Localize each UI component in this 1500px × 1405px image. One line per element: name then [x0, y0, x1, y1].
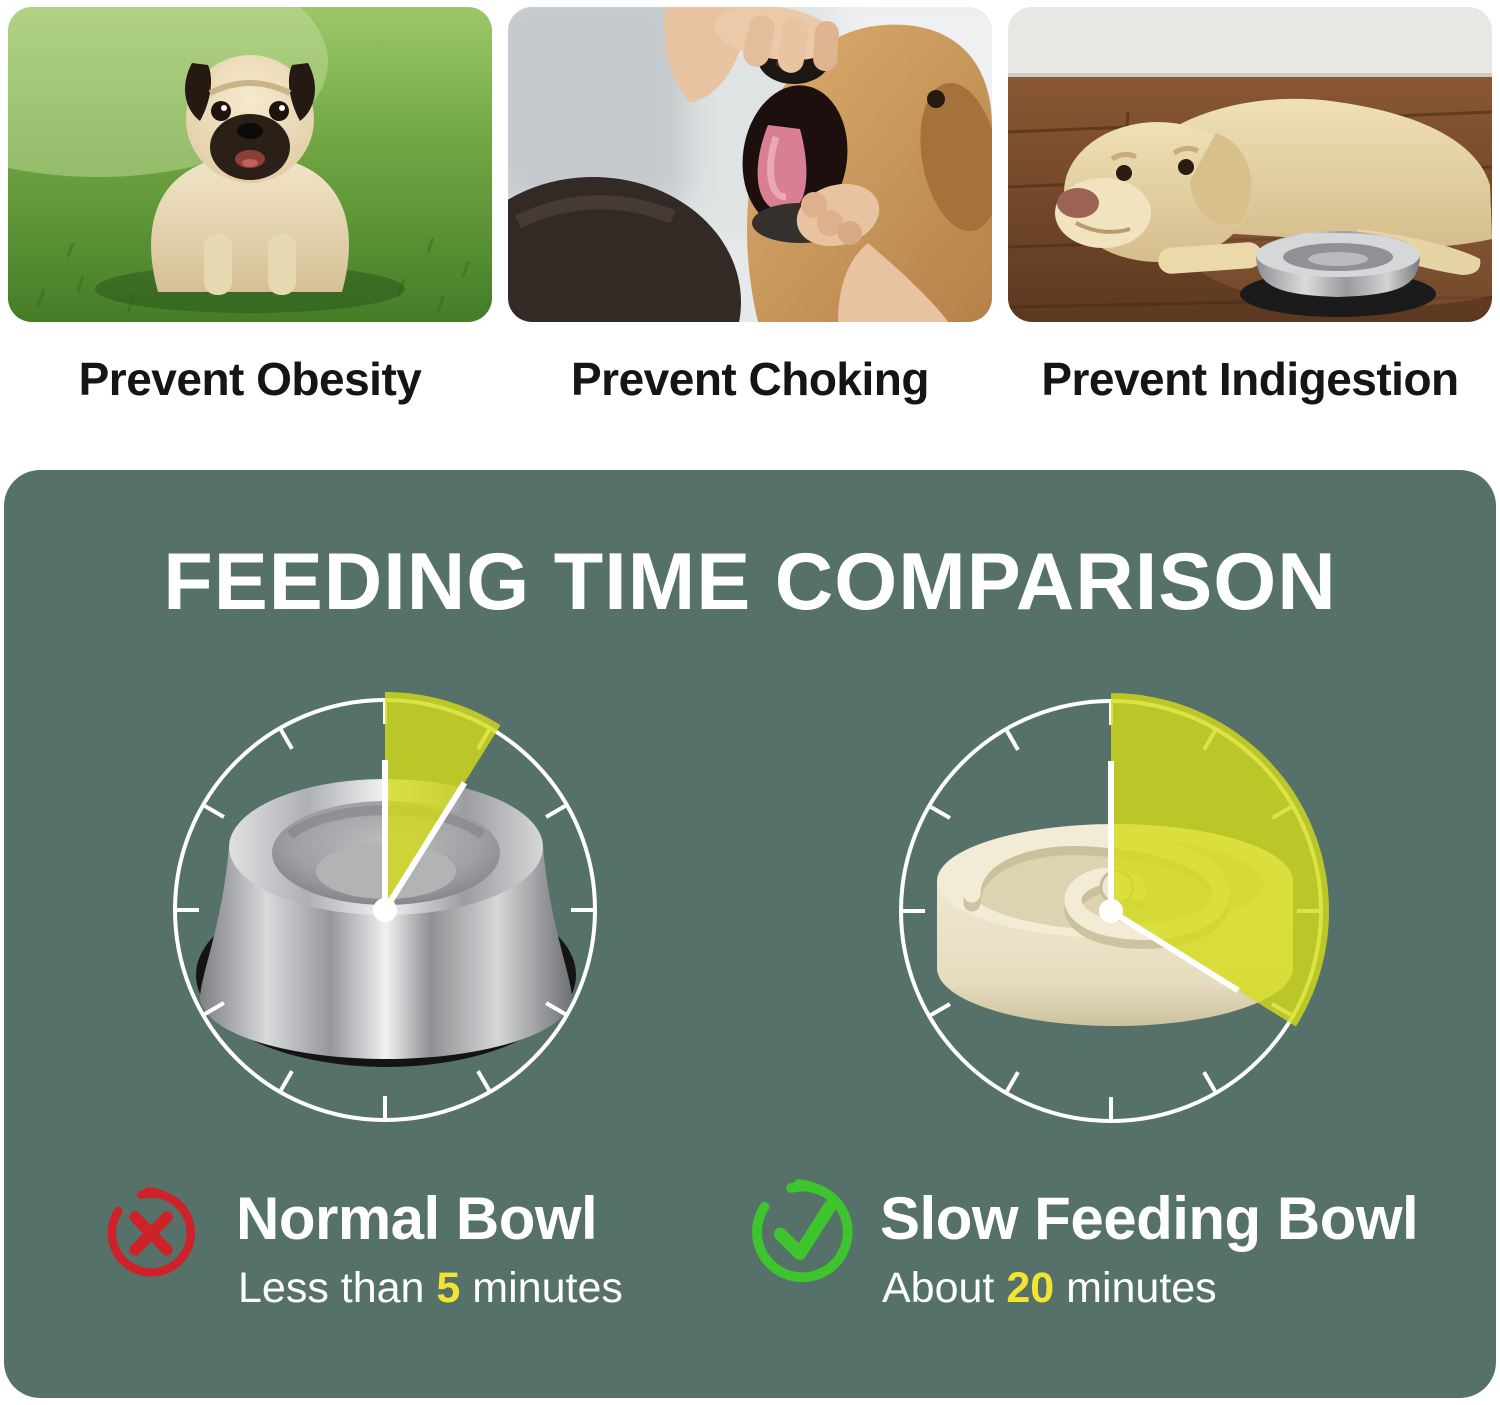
clock-hands: [382, 760, 468, 912]
slow-bowl-time-suffix: minutes: [1054, 1264, 1217, 1312]
normal-bowl-time: Less than 5 minutes: [238, 1264, 623, 1313]
normal-bowl-clock: [150, 675, 620, 1145]
grass-blades: [36, 237, 470, 313]
pug-dog: [151, 55, 349, 295]
slow-bowl-label: Slow Feeding Bowl: [880, 1185, 1419, 1252]
benefit-caption-indigestion: Prevent Indigestion: [1041, 353, 1459, 405]
slow-bowl-clock: [876, 676, 1346, 1146]
pug-illustration: [8, 7, 492, 322]
five-minute-wedge: [385, 692, 501, 910]
normal-bowl-time-suffix: minutes: [460, 1264, 623, 1312]
clock-hands: [1108, 761, 1240, 994]
benefit-caption-choking: Prevent Choking: [570, 353, 930, 405]
normal-bowl-time-prefix: Less than: [238, 1264, 437, 1312]
check-circle-icon: [748, 1178, 856, 1286]
clock-center-dot: [373, 898, 397, 922]
slow-bowl-time-prefix: About: [882, 1264, 1007, 1312]
labrador-dog: [1055, 98, 1492, 275]
photo-mouth-check: [508, 7, 992, 322]
normal-bowl-minutes-value: 5: [436, 1264, 461, 1312]
normal-bowl-label: Normal Bowl: [236, 1185, 598, 1252]
feeding-time-comparison-panel: FEEDING TIME COMPARISON: [4, 470, 1496, 1398]
owner-head: [508, 177, 741, 322]
indigestion-illustration: [1008, 7, 1492, 322]
steel-bowl: [1240, 231, 1436, 317]
wall: [1008, 7, 1492, 77]
panel-title: FEEDING TIME COMPARISON: [163, 537, 1337, 627]
owner-hands: [664, 7, 948, 322]
photo-overweight-pug: [8, 7, 492, 322]
x-circle-icon: [104, 1186, 198, 1280]
choking-illustration: [508, 7, 992, 322]
slow-bowl-clock-graphic: [899, 693, 1330, 1123]
slow-bowl-minutes-value: 20: [1006, 1264, 1055, 1312]
stainless-bowl: [196, 779, 576, 1067]
clock-center-dot: [1099, 899, 1123, 923]
photo-tired-labrador: [1008, 7, 1492, 322]
slow-bowl-time: About 20 minutes: [882, 1264, 1217, 1313]
normal-bowl-clock-graphic: [173, 692, 597, 1122]
baseboard: [1008, 73, 1492, 79]
benefit-caption-obesity: Prevent Obesity: [78, 353, 422, 405]
